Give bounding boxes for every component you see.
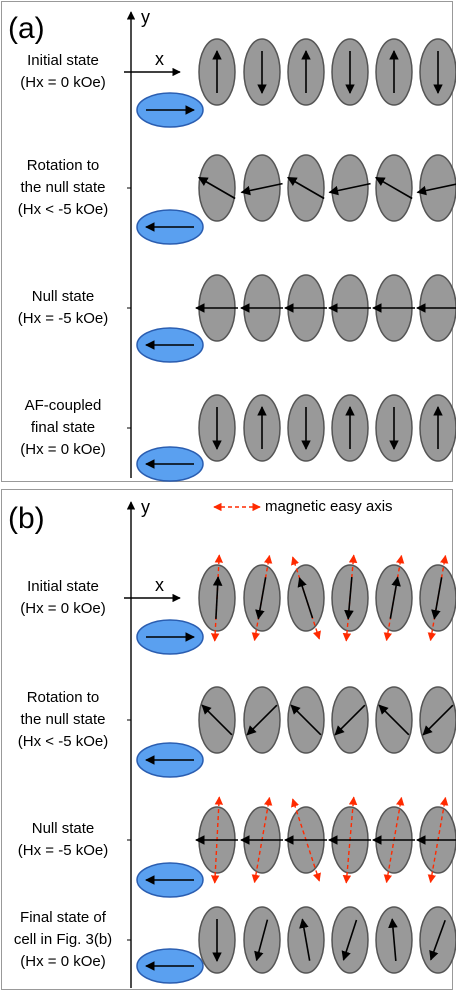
state-label: (Hx = 0 kOe) bbox=[20, 74, 105, 91]
state-label: Null state bbox=[32, 288, 95, 305]
panel-label: (b) bbox=[8, 502, 45, 535]
y-axis-label: y bbox=[141, 7, 150, 27]
y-axis-label: y bbox=[141, 497, 150, 517]
state-label: (Hx < -5 kOe) bbox=[18, 201, 108, 218]
panel-label: (a) bbox=[8, 12, 45, 45]
state-label: Rotation to bbox=[27, 689, 100, 706]
state-label: (Hx < -5 kOe) bbox=[18, 733, 108, 750]
state-label: (Hx = 0 kOe) bbox=[20, 441, 105, 458]
state-label: (Hx = -5 kOe) bbox=[18, 842, 108, 859]
state-label: the null state bbox=[20, 711, 105, 728]
state-label: cell in Fig. 3(b) bbox=[14, 931, 112, 948]
state-label: Final state of bbox=[20, 909, 107, 926]
figure: (a) y x Initial state (Hx = 0 kOe) Rotation t… bbox=[0, 0, 456, 992]
legend-text: magnetic easy axis bbox=[265, 498, 393, 515]
state-label: the null state bbox=[20, 179, 105, 196]
state-label: (Hx = 0 kOe) bbox=[20, 600, 105, 617]
x-axis-label: x bbox=[155, 575, 164, 595]
state-label: Initial state bbox=[27, 578, 99, 595]
state-label: Rotation to bbox=[27, 157, 100, 174]
state-label: (Hx = 0 kOe) bbox=[20, 953, 105, 970]
state-label: Initial state bbox=[27, 52, 99, 69]
state-label: Null state bbox=[32, 820, 95, 837]
state-label: AF-coupled bbox=[25, 397, 102, 414]
state-label: final state bbox=[31, 419, 95, 436]
x-axis-label: x bbox=[155, 49, 164, 69]
state-label: (Hx = -5 kOe) bbox=[18, 310, 108, 327]
